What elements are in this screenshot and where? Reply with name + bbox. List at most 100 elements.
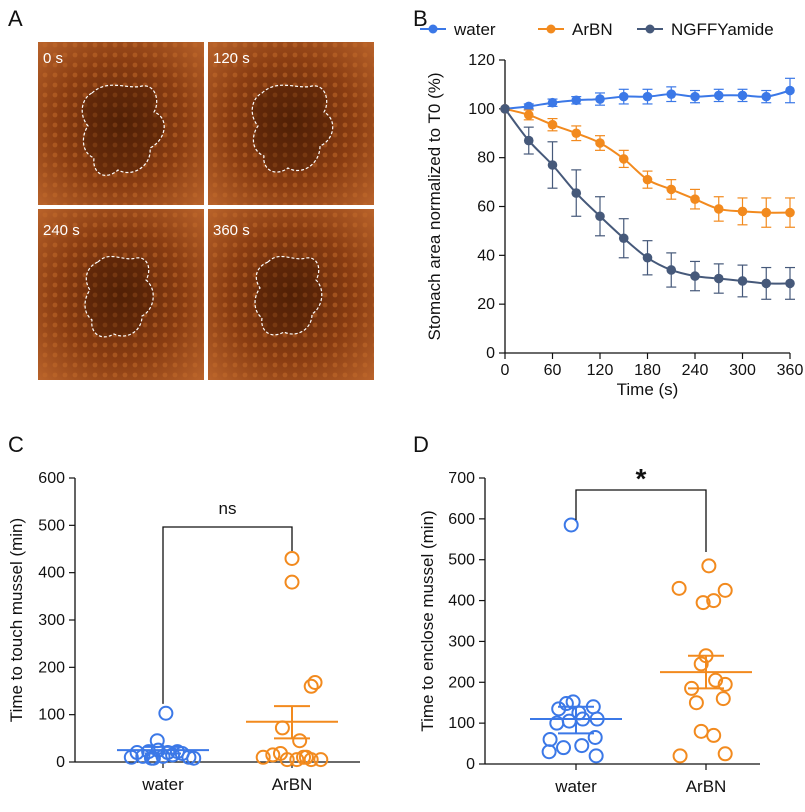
panel-letter-a: A: [8, 6, 23, 31]
data-point-water: [587, 729, 603, 745]
y-tick-label: 200: [38, 659, 65, 676]
x-tick-label: 180: [634, 362, 661, 379]
legend-marker: [546, 24, 556, 34]
data-point-water: [642, 91, 653, 102]
data-point-water: [158, 705, 174, 721]
x-tick-label: 300: [729, 362, 756, 379]
significance-bracket: [575, 489, 707, 552]
data-point-ArBN: [672, 748, 688, 764]
photo-time-label: 120 s: [213, 50, 250, 67]
data-point-water: [737, 90, 748, 101]
data-point-ArBN: [717, 582, 733, 598]
data-point-water: [563, 517, 579, 533]
y-tick-label: 300: [38, 612, 65, 629]
data-point-water: [149, 733, 165, 749]
y-tick-label: 100: [468, 101, 495, 118]
data-point-ArBN: [523, 110, 534, 120]
data-point-NGFFYamide: [523, 135, 534, 146]
y-tick-label: 0: [56, 754, 65, 771]
data-point-NGFFYamide: [547, 160, 558, 170]
data-point-ArBN: [642, 174, 653, 185]
data-point-water: [523, 101, 534, 112]
data-point-ArBN: [571, 128, 582, 139]
y-axis-label: Stomach area normalized to T0 (%): [425, 72, 444, 340]
data-point-ArBN: [715, 691, 731, 707]
x-tick-label: 60: [544, 362, 562, 379]
panel-letter-b: B: [413, 6, 428, 31]
data-point-ArBN: [274, 720, 290, 736]
data-point-water: [143, 750, 159, 766]
data-point-ArBN: [313, 752, 329, 768]
data-point-water: [574, 738, 590, 754]
data-point-ArBN: [695, 595, 711, 611]
data-point-NGFFYamide: [666, 265, 677, 275]
data-point-ArBN: [761, 207, 772, 218]
data-point-water: [785, 85, 795, 96]
data-point-ArBN: [785, 207, 795, 218]
data-point-water: [565, 694, 581, 710]
data-point-water: [541, 744, 557, 760]
x-tick-label: water: [554, 777, 597, 796]
y-tick-label: 80: [477, 150, 495, 167]
data-point-ArBN: [595, 138, 605, 148]
data-point-ArBN: [289, 752, 305, 768]
legend-marker: [428, 24, 438, 34]
y-tick-label: 0: [486, 345, 495, 362]
photo-time-label: 0 s: [43, 50, 63, 67]
data-point-ArBN: [618, 154, 629, 164]
data-point-ArBN: [279, 752, 295, 768]
data-point-ArBN: [701, 558, 717, 574]
data-point-water: [713, 90, 724, 101]
y-tick-label: 100: [38, 707, 65, 724]
y-tick-label: 600: [38, 470, 65, 487]
data-point-NGFFYamide: [761, 278, 772, 289]
data-point-ArBN: [547, 119, 558, 130]
x-tick-label: ArBN: [272, 775, 313, 794]
photo-0s: 0 s: [38, 42, 204, 205]
data-point-ArBN: [693, 656, 709, 672]
panel-letter-c: C: [8, 432, 24, 457]
data-point-ArBN: [292, 733, 308, 749]
y-tick-label: 0: [466, 756, 475, 773]
significance-bracket: [162, 526, 293, 704]
photo-time-label: 240 s: [43, 222, 80, 239]
data-point-ArBN: [284, 574, 300, 590]
data-point-water: [595, 94, 605, 104]
data-point-NGFFYamide: [713, 273, 724, 284]
data-point-ArBN: [693, 723, 709, 739]
y-tick-label: 300: [448, 633, 475, 650]
data-point-NGFFYamide: [500, 104, 510, 114]
photo-grid: 0 s 120 s 240 s 360 s: [38, 42, 374, 380]
y-axis-label: Time to enclose mussel (min): [418, 510, 437, 731]
y-tick-label: 700: [448, 470, 475, 487]
data-point-water: [551, 701, 567, 717]
y-tick-label: 100: [448, 715, 475, 732]
data-point-water: [690, 91, 700, 102]
y-axis-label: Time to touch mussel (min): [7, 518, 26, 722]
data-point-water: [618, 91, 629, 102]
data-point-water: [556, 740, 572, 756]
data-point-ArBN: [671, 580, 687, 596]
data-point-NGFFYamide: [737, 276, 748, 286]
data-point-ArBN: [717, 676, 733, 692]
chart-d: 0 100 200 300 400 500 600 700 Time to enclose mu…: [418, 463, 760, 796]
y-tick-label: 600: [448, 511, 475, 528]
y-tick-label: 60: [477, 199, 495, 216]
data-point-ArBN: [737, 206, 748, 217]
data-point-water: [542, 731, 558, 747]
data-point-ArBN: [265, 747, 281, 763]
data-point-water: [588, 748, 604, 764]
data-point-water: [547, 97, 558, 108]
y-tick-label: 120: [468, 52, 495, 69]
data-point-NGFFYamide: [785, 278, 795, 289]
data-point-ArBN: [284, 550, 300, 566]
data-point-water: [186, 750, 202, 766]
photo-120s: 120 s: [208, 42, 374, 205]
data-point-NGFFYamide: [571, 188, 582, 198]
data-point-ArBN: [706, 593, 722, 609]
data-point-ArBN: [706, 727, 722, 743]
significance-label: *: [636, 463, 647, 494]
data-point-ArBN: [713, 204, 724, 214]
data-point-NGFFYamide: [618, 233, 629, 244]
y-tick-label: 500: [448, 552, 475, 569]
